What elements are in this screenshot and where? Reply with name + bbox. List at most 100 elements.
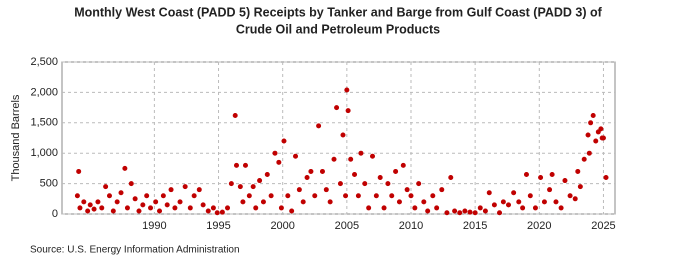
data-point bbox=[400, 162, 406, 168]
y-tick-label: 2,000 bbox=[30, 86, 58, 98]
source-note: Source: U.S. Energy Information Administ… bbox=[30, 245, 240, 256]
data-point bbox=[558, 205, 564, 211]
data-point bbox=[491, 202, 497, 208]
data-point bbox=[562, 178, 568, 184]
data-point bbox=[586, 150, 592, 156]
data-point bbox=[232, 113, 238, 119]
data-point bbox=[250, 184, 256, 190]
data-point bbox=[237, 184, 243, 190]
data-point bbox=[340, 132, 346, 138]
data-point bbox=[355, 193, 361, 199]
data-point bbox=[482, 208, 488, 214]
data-point bbox=[74, 193, 80, 199]
y-axis-label: Thousand Barrels bbox=[10, 94, 22, 181]
data-point bbox=[191, 193, 197, 199]
data-point bbox=[87, 202, 93, 208]
data-point bbox=[352, 171, 358, 177]
data-point bbox=[541, 199, 547, 205]
data-point bbox=[114, 199, 120, 205]
data-point bbox=[118, 190, 124, 196]
data-point bbox=[172, 205, 178, 211]
data-point bbox=[581, 156, 587, 162]
data-point bbox=[81, 199, 87, 205]
data-point bbox=[408, 193, 414, 199]
data-point bbox=[233, 162, 239, 168]
data-point bbox=[103, 184, 109, 190]
data-point bbox=[323, 187, 329, 193]
data-point bbox=[160, 193, 166, 199]
data-point bbox=[506, 202, 512, 208]
data-point bbox=[600, 135, 606, 141]
data-point bbox=[547, 187, 553, 193]
data-point bbox=[462, 208, 468, 214]
data-point bbox=[344, 87, 350, 93]
x-tick-label: 2010 bbox=[399, 220, 423, 232]
data-point bbox=[523, 171, 529, 177]
x-tick-label: 2020 bbox=[527, 220, 551, 232]
data-point bbox=[439, 187, 445, 193]
y-tick-label: 0 bbox=[52, 208, 58, 220]
data-point bbox=[373, 193, 379, 199]
data-point bbox=[366, 205, 372, 211]
data-point bbox=[430, 193, 436, 199]
data-point bbox=[377, 175, 383, 181]
data-point bbox=[425, 208, 431, 214]
data-point bbox=[128, 181, 134, 187]
chart-title: Crude Oil and Petroleum Products bbox=[236, 22, 440, 36]
data-point bbox=[412, 205, 418, 211]
data-point bbox=[500, 199, 506, 205]
x-tick-label: 1990 bbox=[142, 220, 166, 232]
data-point bbox=[304, 175, 310, 181]
data-point bbox=[157, 208, 163, 214]
data-point bbox=[448, 175, 454, 181]
data-point bbox=[264, 171, 270, 177]
data-point bbox=[95, 199, 101, 205]
data-point bbox=[385, 181, 391, 187]
data-point bbox=[370, 153, 376, 159]
y-tick-label: 1,500 bbox=[30, 117, 58, 129]
data-point bbox=[228, 181, 234, 187]
data-point bbox=[268, 193, 274, 199]
data-point bbox=[122, 165, 128, 171]
data-point bbox=[421, 199, 427, 205]
data-point bbox=[214, 210, 220, 216]
data-point bbox=[285, 193, 291, 199]
data-point bbox=[588, 120, 594, 126]
data-point bbox=[520, 205, 526, 211]
data-point bbox=[91, 206, 97, 212]
data-point bbox=[527, 193, 533, 199]
y-tick-label: 500 bbox=[40, 178, 58, 190]
data-point bbox=[362, 181, 368, 187]
data-point bbox=[278, 205, 284, 211]
data-point bbox=[598, 126, 604, 132]
data-point bbox=[538, 175, 544, 181]
data-point bbox=[77, 205, 83, 211]
data-point bbox=[603, 175, 609, 181]
data-point bbox=[225, 205, 231, 211]
y-tick-label: 2,500 bbox=[30, 56, 58, 68]
data-point bbox=[549, 171, 555, 177]
data-point bbox=[177, 199, 183, 205]
data-point bbox=[396, 199, 402, 205]
x-tick-label: 2000 bbox=[270, 220, 294, 232]
data-point bbox=[389, 193, 395, 199]
x-tick-label: 1995 bbox=[206, 220, 230, 232]
chart-title: Monthly West Coast (PADD 5) Receipts by … bbox=[74, 5, 602, 19]
data-point bbox=[316, 123, 322, 129]
data-point bbox=[240, 199, 246, 205]
data-point bbox=[144, 193, 150, 199]
data-point bbox=[331, 156, 337, 162]
data-point bbox=[106, 193, 112, 199]
data-point bbox=[497, 210, 503, 216]
data-point bbox=[312, 193, 318, 199]
data-point bbox=[260, 199, 266, 205]
data-point bbox=[246, 193, 252, 199]
data-point bbox=[593, 138, 599, 144]
data-point bbox=[393, 168, 399, 174]
data-point bbox=[168, 187, 174, 193]
data-point bbox=[343, 193, 349, 199]
data-point bbox=[511, 190, 517, 196]
data-point bbox=[219, 209, 225, 215]
data-point bbox=[296, 187, 302, 193]
